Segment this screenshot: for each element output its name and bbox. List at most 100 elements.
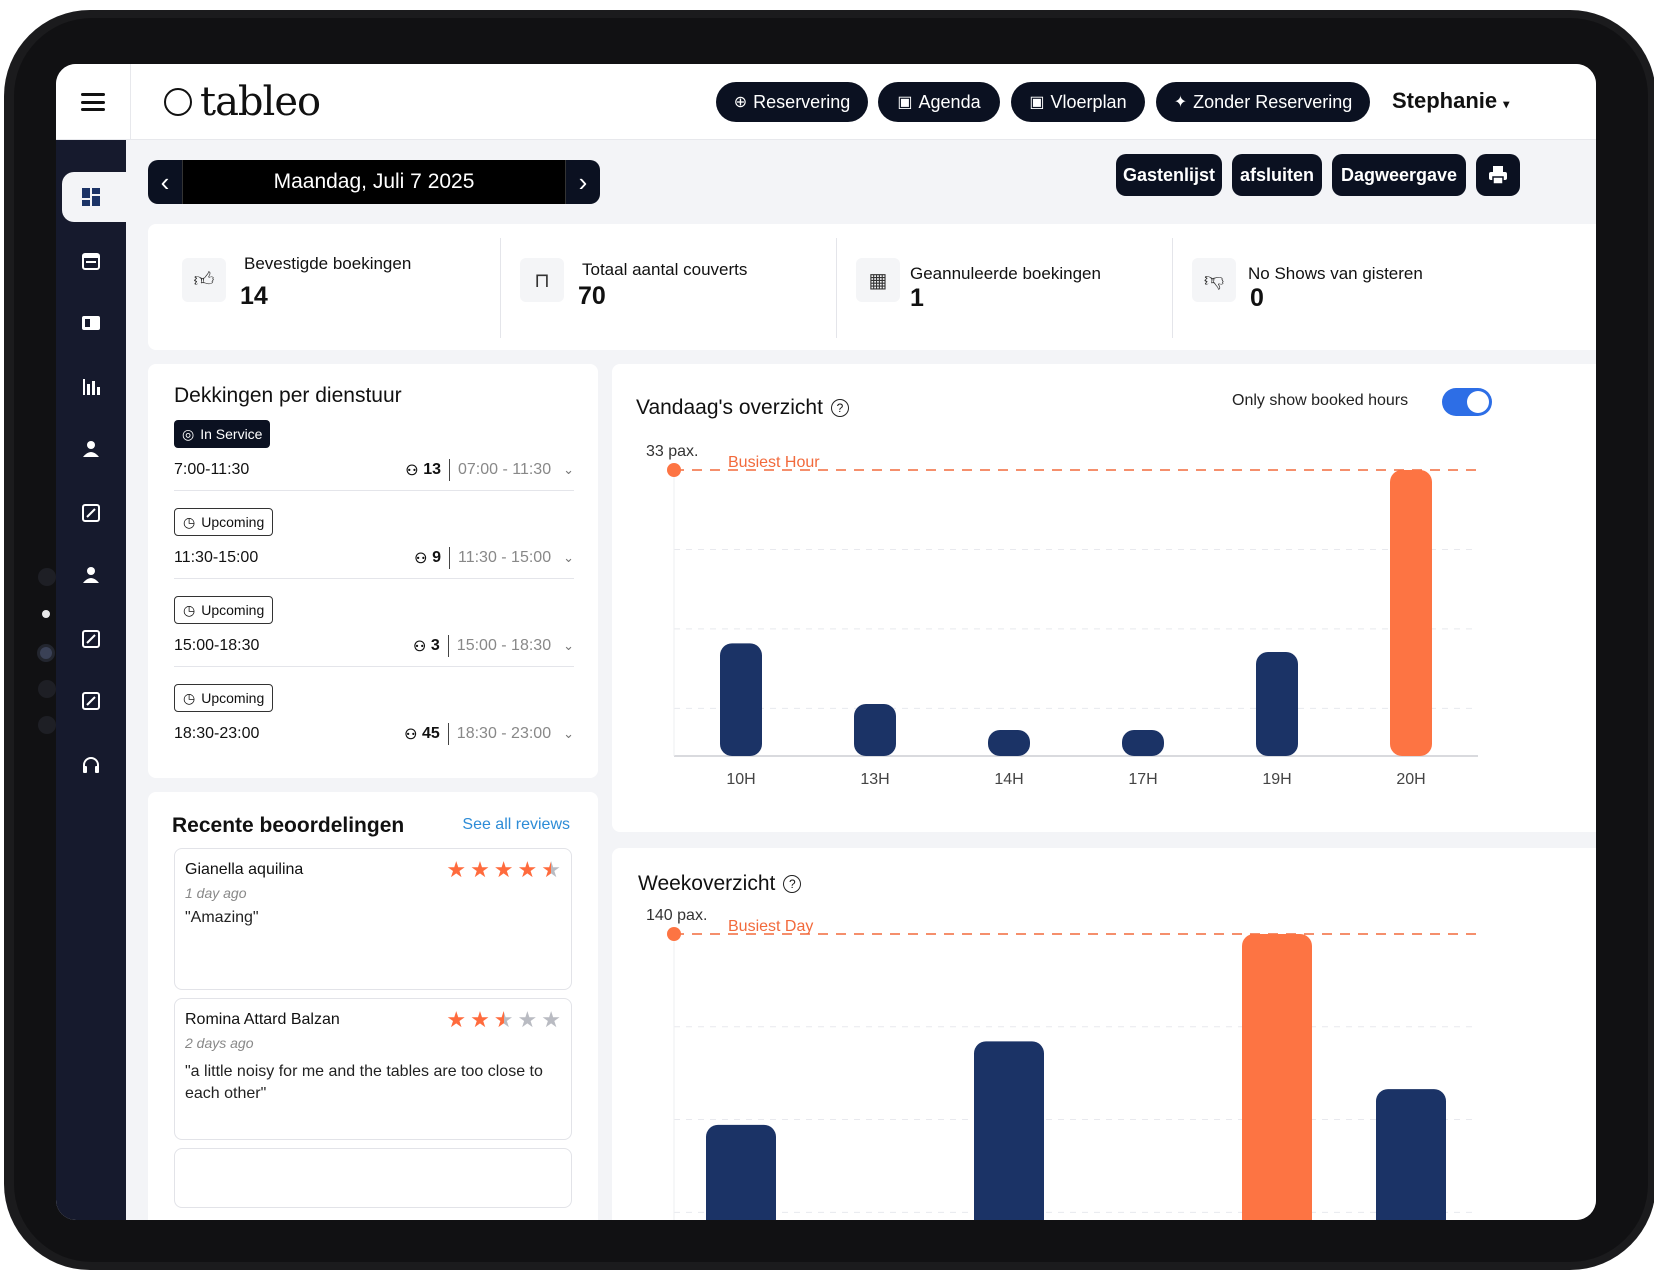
sidebar-item-support[interactable] (76, 750, 106, 780)
previous-day-button[interactable]: ‹ (148, 160, 182, 204)
see-all-reviews-link[interactable]: See all reviews (462, 816, 570, 833)
dashboard-icon (82, 188, 100, 206)
close-day-button[interactable]: afsluiten (1232, 154, 1322, 196)
service-times: 18:30 - 23:00 (456, 725, 552, 742)
star-icon: ★ (470, 1007, 490, 1032)
booked-hours-toggle[interactable] (1442, 388, 1492, 416)
status-label: Upcoming (201, 602, 265, 618)
status-badge: ◷ Upcoming (174, 596, 274, 624)
divider (500, 238, 501, 338)
guest-count-value: 3 (430, 637, 440, 654)
bar (1390, 470, 1432, 756)
today-bar-chart: 33 pax. Busiest Hour 10H 13H 14H 17H 19H 20H (646, 443, 1478, 788)
agenda-button[interactable]: ▣ Agenda (878, 82, 1000, 122)
floorplan-button[interactable]: ▣ Vloerplan (1011, 82, 1145, 122)
status-label: Upcoming (201, 514, 265, 530)
review-card[interactable] (174, 1148, 572, 1208)
divider (447, 723, 449, 745)
star-icon: ★ (446, 1007, 467, 1032)
sidebar-item-calendar[interactable] (76, 246, 106, 276)
current-date[interactable]: Maandag, Juli 7 2025 (182, 160, 566, 204)
walk-in-button[interactable]: ✦ Zonder Reservering (1156, 82, 1370, 122)
user-menu[interactable]: Stephanie ▾ (1392, 88, 1509, 114)
sidebar-item-floorplan[interactable] (76, 308, 106, 338)
check-circle-icon: ◎ (182, 425, 195, 442)
new-reservation-label: Reservering (753, 91, 851, 112)
stat-label: Bevestigde boekingen (244, 254, 412, 273)
sidebar-item-edit[interactable] (76, 498, 106, 528)
divider (174, 578, 574, 579)
edit-icon (82, 692, 100, 710)
stat-confirmed: 👍︎ Bevestigde boekingen 14 (148, 224, 500, 350)
sidebar-item-reports[interactable] (76, 372, 106, 402)
service-row[interactable]: 11:30-15:00 ⚇ 9 11:30 - 15:00 ⌄ (174, 546, 574, 570)
week-title: Weekoverzicht? (638, 872, 802, 896)
stat-noshows: 👎︎ No Shows van gisteren 0 (1172, 224, 1596, 350)
group-icon: ⚇ (405, 461, 419, 478)
guest-count-value: 9 (432, 549, 441, 566)
help-icon[interactable]: ? (830, 399, 849, 418)
chevron-down-icon[interactable]: ⌄ (563, 462, 574, 477)
divider (447, 635, 449, 657)
stat-value: 70 (578, 282, 606, 310)
sidebar-item-dashboard[interactable] (76, 182, 106, 212)
sidebar-item-users[interactable] (76, 560, 106, 590)
chevron-right-icon: › (578, 166, 588, 197)
walk-in-label: Zonder Reservering (1193, 91, 1353, 112)
stat-value: 0 (1250, 284, 1264, 312)
sidebar-item-edit-2[interactable] (76, 624, 106, 654)
chevron-left-icon: ‹ (160, 166, 170, 197)
week-overview-panel: Weekoverzicht? 140 pax. Busiest Day (612, 848, 1596, 1220)
guest-count-value: 13 (423, 461, 441, 478)
bar (854, 704, 896, 756)
chevron-down-icon[interactable]: ⌄ (563, 726, 574, 741)
review-text: "a little noisy for me and the tables ar… (185, 1063, 543, 1102)
toggle-knob (1467, 391, 1489, 413)
sidebar-item-edit-3[interactable] (76, 686, 106, 716)
star-icon: ★ (517, 857, 538, 882)
stat-label: No Shows van gisteren (1248, 264, 1423, 283)
new-reservation-button[interactable]: ⊕ Reservering (716, 82, 868, 122)
sidebar-item-guests[interactable] (76, 434, 106, 464)
review-card[interactable]: Gianella aquilina 1 day ago "Amazing" ★ … (174, 848, 572, 990)
help-icon[interactable]: ? (783, 875, 802, 894)
bezel-dot (38, 716, 56, 734)
next-day-button[interactable]: › (566, 160, 600, 204)
menu-button[interactable] (56, 64, 131, 140)
chevron-down-icon[interactable]: ⌄ (563, 638, 574, 653)
floorplan-label: Vloerplan (1050, 91, 1127, 112)
service-row[interactable]: 15:00-18:30 ⚇ 3 15:00 - 18:30 ⌄ (174, 634, 574, 658)
review-card[interactable]: Romina Attard Balzan 2 days ago "a littl… (174, 998, 572, 1140)
camera-lens (37, 644, 55, 662)
calendar-icon: ▣ (1029, 94, 1045, 111)
bar (706, 1124, 776, 1220)
reviewer-name: Gianella aquilina (185, 861, 304, 878)
services-title: Dekkingen per dienstuur (174, 384, 402, 407)
divider (174, 666, 574, 667)
service-row[interactable]: 7:00-11:30 ⚇ 13 07:00 - 11:30 ⌄ (174, 458, 574, 482)
dayview-button[interactable]: Dagweergave (1332, 154, 1466, 196)
hamburger-icon (81, 93, 105, 111)
service-times: 15:00 - 18:30 (456, 637, 552, 654)
chevron-down-icon: ▾ (1503, 97, 1510, 111)
x-tick-label: 17H (1128, 771, 1157, 788)
status-badge: ◷ Upcoming (174, 508, 274, 536)
chevron-down-icon[interactable]: ⌄ (563, 550, 574, 565)
bar (988, 730, 1030, 756)
status-label: Upcoming (201, 690, 265, 706)
service-row[interactable]: 18:30-23:00 ⚇ 45 18:30 - 23:00 ⌄ (174, 722, 574, 746)
stat-value: 14 (240, 282, 268, 310)
review-text: "Amazing" (185, 909, 259, 926)
app-logo[interactable]: tableo (164, 76, 321, 128)
bar (974, 1041, 1044, 1220)
group-icon: ⚇ (413, 637, 426, 654)
bezel-dot (38, 568, 56, 586)
review-time: 2 days ago (185, 1035, 254, 1051)
divider (174, 490, 574, 491)
bar (720, 643, 762, 756)
calendar-icon (82, 253, 100, 270)
guestlist-button[interactable]: Gastenlijst (1116, 154, 1222, 196)
print-button[interactable] (1476, 154, 1520, 196)
busiest-label: Busiest Day (728, 918, 813, 935)
star-icon: ★ (470, 857, 490, 882)
